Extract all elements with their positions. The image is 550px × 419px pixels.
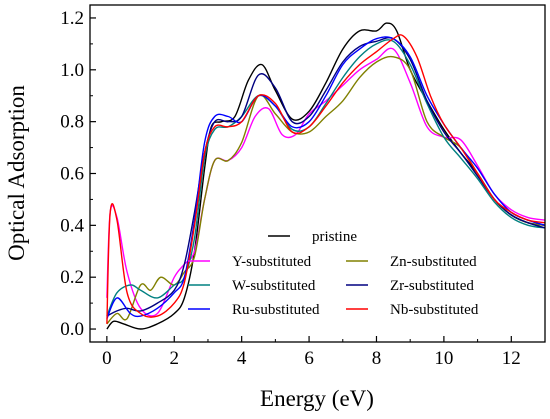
legend-entry: Ru-substituted — [232, 302, 320, 318]
series-line-zr-substituted — [106, 36, 545, 317]
y-tick-label: 0.0 — [60, 319, 84, 340]
y-tick-label: 0.4 — [60, 215, 84, 236]
x-tick-label: 6 — [304, 348, 314, 369]
legend-entry: Y-substituted — [232, 254, 312, 270]
series-line-nb-substituted — [106, 34, 545, 324]
x-tick-label: 0 — [102, 348, 112, 369]
legend-entry: pristine — [312, 229, 357, 245]
series-line-y-substituted — [106, 47, 545, 317]
legend-entry: W-substituted — [232, 278, 316, 294]
y-tick-label: 1.0 — [60, 60, 84, 81]
legend-entry: Zr-substituted — [390, 278, 474, 294]
y-axis: 0.0 0.2 0.4 0.6 0.8 1.0 1.2 — [60, 8, 96, 340]
series-line-w-substituted — [106, 39, 545, 317]
plot-background — [90, 5, 545, 342]
y-tick-label: 0.2 — [60, 267, 84, 288]
y-axis-title: Optical Adsorption — [4, 85, 29, 261]
x-tick-label: 4 — [237, 348, 247, 369]
x-axis: 0 2 4 6 8 10 12 — [102, 336, 521, 369]
x-axis-title: Energy (eV) — [260, 386, 374, 411]
x-tick-label: 2 — [170, 348, 180, 369]
series-layer — [106, 22, 545, 330]
legend-entry: Zn-substituted — [390, 254, 477, 270]
x-tick-label: 12 — [502, 348, 521, 369]
x-tick-label: 8 — [372, 348, 382, 369]
y-tick-label: 1.2 — [60, 8, 84, 29]
x-tick-label: 10 — [434, 348, 453, 369]
y-tick-label: 0.8 — [60, 112, 84, 133]
y-tick-label: 0.6 — [60, 164, 84, 185]
legend-entry: Nb-substituted — [390, 302, 479, 318]
